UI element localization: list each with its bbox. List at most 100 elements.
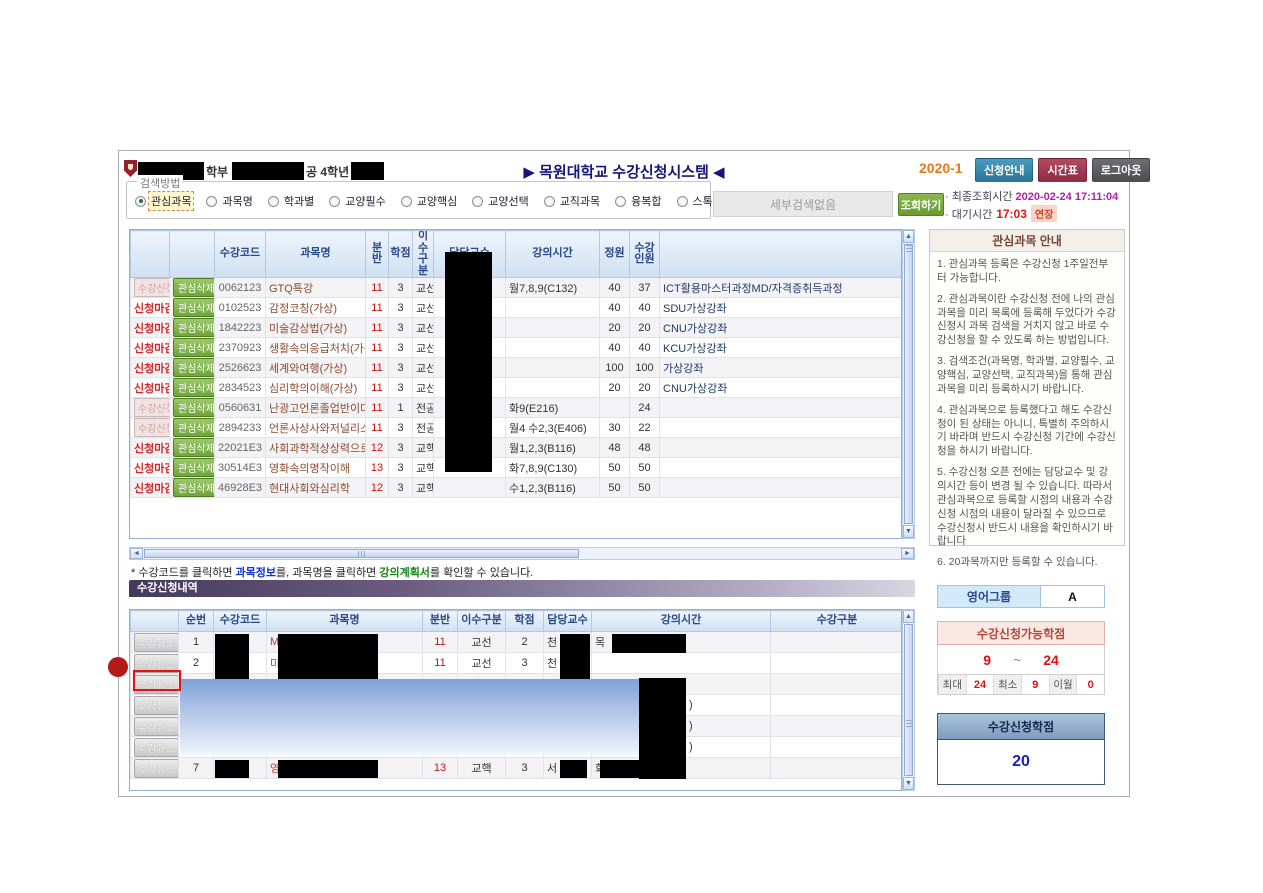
search-option[interactable]: 과목명: [206, 192, 254, 210]
nav-button[interactable]: 시간표: [1038, 158, 1087, 182]
guide-item: 1. 관심과목 등록은 수강신청 1주일전부터 가능합니다.: [937, 258, 1109, 284]
course-name[interactable]: GTQ특강: [265, 277, 366, 299]
scroll-right-arrow-icon[interactable]: ►: [901, 548, 914, 559]
radio-icon[interactable]: [206, 195, 218, 207]
radio-icon[interactable]: [676, 195, 688, 207]
register-action[interactable]: 수강신청: [134, 418, 169, 437]
radio-icon[interactable]: [472, 195, 484, 207]
query-button[interactable]: 조회하기: [898, 193, 944, 216]
scroll-thumb[interactable]: [904, 244, 913, 524]
register-action[interactable]: 신청마감: [134, 482, 169, 495]
radio-icon[interactable]: [400, 195, 412, 207]
scroll-down-arrow-icon[interactable]: ▼: [903, 777, 914, 790]
cancel-enrollment-button[interactable]: 수강취소: [134, 632, 178, 652]
register-action[interactable]: 신청마감: [134, 302, 169, 315]
scroll-left-arrow-icon[interactable]: ◄: [130, 548, 143, 559]
scroll-up-arrow-icon[interactable]: ▲: [903, 610, 914, 623]
course-name[interactable]: 사회과학적상상력으로사: [265, 437, 366, 459]
search-option[interactable]: 관심과목: [135, 191, 195, 211]
radio-icon[interactable]: [543, 195, 555, 207]
remove-favorite-button[interactable]: 관심삭제: [173, 298, 214, 317]
radio-icon[interactable]: [329, 195, 341, 207]
credit-range-title: 수강신청가능학점: [937, 621, 1105, 645]
search-option[interactable]: 교양선택: [472, 192, 530, 210]
course-time: 화7,8,9(C130): [505, 457, 600, 479]
course-type: 교선: [412, 337, 434, 359]
remove-favorite-button[interactable]: 관심삭제: [173, 478, 214, 497]
course-enrolled: 20: [629, 317, 660, 339]
detail-search-box[interactable]: 세부검색없음: [713, 191, 893, 217]
cancel-enrollment-button[interactable]: 수강취소: [134, 758, 178, 778]
remove-favorite-button[interactable]: 관심삭제: [173, 458, 214, 477]
register-action[interactable]: 수강신청: [134, 398, 169, 417]
course-note: KCU가상강좌: [659, 337, 901, 359]
register-action[interactable]: 신청마감: [134, 442, 169, 455]
course-code[interactable]: 22021E3: [214, 437, 266, 459]
remove-favorite-button[interactable]: 관심삭제: [173, 318, 214, 337]
cancel-enrollment-button[interactable]: 수강취소: [134, 716, 178, 736]
remove-favorite-button[interactable]: 관심삭제: [173, 378, 214, 397]
course-name[interactable]: 감정코칭(가상): [265, 297, 366, 319]
course-section: 11: [365, 277, 389, 299]
cancel-enrollment-button[interactable]: 수강취소: [134, 695, 178, 715]
nav-button[interactable]: 신청안내: [975, 158, 1034, 182]
cancel-enrollment-button[interactable]: 수강취소: [134, 653, 178, 673]
radio-icon[interactable]: [135, 195, 146, 207]
remove-favorite-button[interactable]: 관심삭제: [173, 418, 214, 437]
course-name[interactable]: 세계와여행(가상): [265, 357, 366, 379]
scroll-thumb[interactable]: [904, 624, 913, 776]
course-code[interactable]: 2894233: [214, 417, 266, 439]
search-option[interactable]: 교양필수: [329, 192, 387, 210]
course-code[interactable]: 1842223: [214, 317, 266, 339]
course-info-link[interactable]: 과목정보: [235, 567, 277, 579]
remove-favorite-button[interactable]: 관심삭제: [173, 398, 214, 417]
course-code[interactable]: 2834523: [214, 377, 266, 399]
column-header: 수강구분: [770, 610, 901, 632]
register-action[interactable]: 신청마감: [134, 322, 169, 335]
course-name[interactable]: 난광고언론졸업반이다: [265, 397, 366, 419]
course-table-hscrollbar[interactable]: ◄ ►: [129, 547, 915, 560]
course-code[interactable]: 46928E3: [214, 477, 266, 499]
register-action[interactable]: 신청마감: [134, 462, 169, 475]
course-name[interactable]: 언론사상사와저널리스트: [265, 417, 366, 439]
credit-max: 24: [1043, 651, 1059, 668]
register-action[interactable]: 신청마감: [134, 342, 169, 355]
course-name[interactable]: 생활속의응급처치(가상): [265, 337, 366, 359]
course-name[interactable]: 심리학의이해(가상): [265, 377, 366, 399]
course-table-vscrollbar[interactable]: ▲ ▼: [902, 229, 915, 539]
search-option[interactable]: 융복합: [615, 192, 663, 210]
course-name[interactable]: 영화속의명작이해: [265, 457, 366, 479]
radio-icon[interactable]: [615, 195, 627, 207]
course-code[interactable]: 0062123: [214, 277, 266, 299]
search-option[interactable]: 교양핵심: [400, 192, 459, 210]
register-action[interactable]: 수강신청: [134, 278, 169, 297]
register-action[interactable]: 신청마감: [134, 382, 169, 395]
scroll-thumb[interactable]: [144, 549, 579, 558]
scroll-down-arrow-icon[interactable]: ▼: [903, 525, 914, 538]
nav-button[interactable]: 로그아웃: [1091, 158, 1151, 182]
cancel-enrollment-button[interactable]: 수강취소: [134, 737, 178, 757]
remove-favorite-button[interactable]: 관심삭제: [173, 358, 214, 377]
radio-icon[interactable]: [267, 195, 279, 207]
course-code[interactable]: 30514E3: [214, 457, 266, 479]
course-code[interactable]: 2526623: [214, 357, 266, 379]
remove-favorite-button[interactable]: 관심삭제: [173, 278, 214, 297]
search-option[interactable]: 학과별: [267, 192, 316, 210]
course-code[interactable]: 0102523: [214, 297, 266, 319]
remove-favorite-button[interactable]: 관심삭제: [173, 338, 214, 357]
extend-button[interactable]: 연장: [1030, 205, 1058, 222]
course-code[interactable]: 2370923: [214, 337, 266, 359]
course-name[interactable]: 현대사회와심리학: [265, 477, 366, 499]
register-action[interactable]: 신청마감: [134, 362, 169, 375]
course-credit: 3: [388, 357, 413, 379]
redacted-professor-cells: [560, 634, 590, 679]
scroll-up-arrow-icon[interactable]: ▲: [903, 230, 914, 243]
search-option[interactable]: 교직과목: [543, 192, 602, 210]
syllabus-link[interactable]: 강의계획서: [379, 567, 430, 579]
course-name[interactable]: 미술감상법(가상): [265, 317, 366, 339]
remove-favorite-button[interactable]: 관심삭제: [173, 438, 214, 457]
enrollment-table-vscrollbar[interactable]: ▲ ▼: [902, 609, 915, 791]
course-credit: 3: [388, 437, 413, 459]
course-code[interactable]: 0560631: [214, 397, 266, 419]
